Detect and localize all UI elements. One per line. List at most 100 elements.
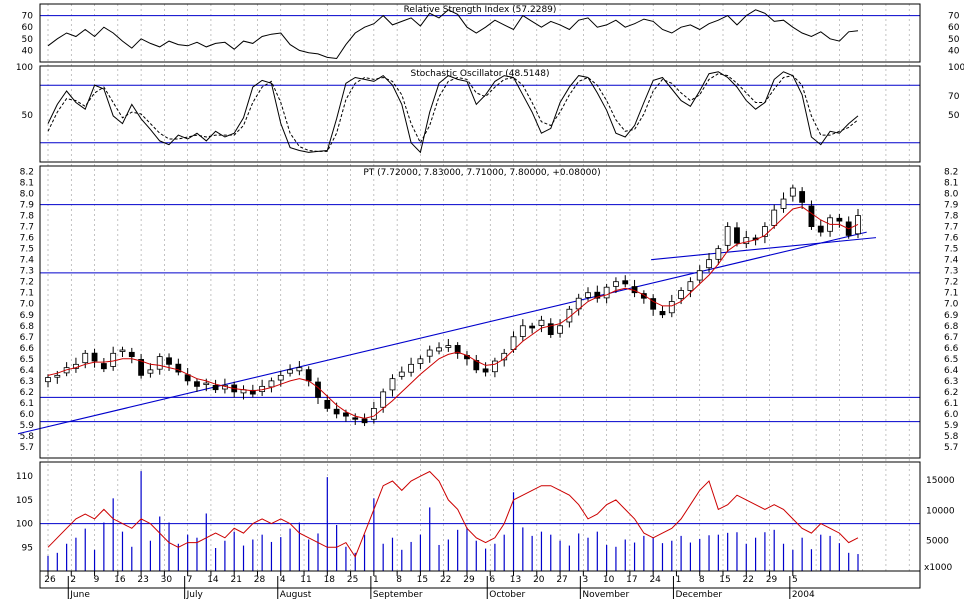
candle-body: [445, 345, 452, 348]
x-month-label: September: [373, 590, 423, 599]
candle-body: [296, 367, 303, 372]
volume-tick-label-left: 105: [16, 496, 33, 506]
price-tick-label-left: 7.7: [20, 223, 34, 233]
candle-body: [771, 209, 778, 226]
stochastic-d-line: [47, 73, 859, 152]
candle-body: [175, 363, 182, 373]
x-day-label: 11: [300, 575, 311, 585]
x-month-label: November: [582, 590, 629, 599]
x-day-label: 13: [510, 575, 521, 585]
candle-body: [426, 349, 433, 357]
stochastic-tick-label-right: 100: [948, 63, 964, 73]
price-tick-label-right: 6.1: [944, 399, 958, 409]
price-tick-label-right: 6.3: [944, 377, 958, 387]
x-month-label: July: [186, 590, 204, 599]
x-day-label: 28: [254, 575, 266, 585]
x-day-label: 27: [556, 575, 567, 585]
candle-body: [817, 225, 824, 233]
x-day-label: 18: [324, 575, 336, 585]
candle-body: [603, 286, 610, 299]
candle-body: [203, 382, 210, 385]
candle-body: [594, 291, 601, 299]
x-day-label: 8: [396, 575, 402, 585]
candle-body: [82, 352, 89, 364]
candle-body: [119, 349, 126, 352]
price-tick-label-right: 6.7: [944, 333, 958, 343]
candle-body: [398, 371, 405, 377]
trendline: [651, 237, 877, 261]
volume-tick-label-right: 10000: [926, 506, 955, 516]
candle-body: [333, 408, 340, 415]
price-tick-label-right: 7.7: [944, 223, 958, 233]
price-tick-label-left: 5.8: [20, 432, 35, 442]
stochastic-tick-label-right: 50: [948, 111, 960, 121]
moving-average-line: [47, 206, 859, 419]
candle-body: [287, 369, 293, 374]
candle-body: [761, 226, 768, 237]
candle-body: [305, 369, 312, 382]
price-panel: PT (7.72000, 7.83000, 7.71000, 7.80000, …: [17, 168, 959, 453]
volume-tick-label-left: 110: [16, 472, 33, 482]
x-month-label: December: [675, 590, 722, 599]
rsi-tick-label-left: 70: [22, 12, 34, 22]
candle-body: [408, 363, 415, 373]
candle-body: [557, 325, 563, 334]
candle-body: [91, 352, 98, 362]
x-day-label: 15: [417, 575, 428, 585]
candle-body: [389, 378, 396, 391]
x-day-label: 26: [44, 575, 56, 585]
candle-body: [585, 292, 591, 298]
price-tick-label-left: 6.5: [20, 355, 34, 365]
momentum-line: [47, 470, 859, 558]
price-tick-label-left: 6.4: [20, 366, 35, 376]
stochastic-tick-label-left: 50: [22, 111, 34, 121]
price-tick-label-left: 7.0: [20, 300, 35, 310]
stochastic-tick-label-right: 70: [948, 92, 960, 102]
x-day-label: 29: [766, 575, 778, 585]
x-day-label: 22: [743, 575, 754, 585]
candle-body: [678, 290, 685, 299]
x-day-label: 4: [280, 575, 286, 585]
x-day-label: 3: [582, 575, 588, 585]
candle-body: [138, 359, 145, 376]
price-tick-label-right: 7.0: [944, 300, 959, 310]
x-day-label: 1: [676, 575, 682, 585]
candle-body: [324, 399, 331, 409]
candle-body: [734, 227, 740, 244]
price-tick-label-right: 6.0: [944, 410, 959, 420]
x-month-label: August: [280, 590, 312, 599]
price-tick-label-left: 6.8: [20, 322, 35, 332]
price-tick-label-right: 5.9: [944, 421, 959, 431]
panel-frame-stoch: [39, 65, 921, 163]
stochastic-tick-label-left: 100: [16, 63, 33, 73]
price-tick-label-left: 6.3: [20, 377, 34, 387]
candle-body: [510, 336, 517, 350]
price-tick-label-right: 7.2: [944, 278, 958, 288]
price-tick-label-right: 8.1: [944, 179, 958, 189]
candle-body: [799, 191, 806, 203]
volume-tick-label-left: 95: [22, 543, 33, 553]
x-day-label: 23: [137, 575, 148, 585]
price-tick-label-left: 6.6: [20, 344, 35, 354]
candle-body: [380, 391, 387, 408]
price-tick-label-left: 7.4: [20, 256, 35, 266]
rsi-tick-label-right: 70: [948, 12, 960, 22]
price-tick-label-left: 6.9: [20, 311, 35, 321]
x-day-label: 6: [489, 575, 495, 585]
price-tick-label-left: 8.0: [20, 190, 35, 200]
candle-body: [212, 384, 219, 391]
candle-body: [491, 360, 498, 373]
x-day-label: 24: [649, 575, 661, 585]
price-tick-label-left: 7.2: [20, 278, 34, 288]
price-tick-label-right: 6.6: [944, 344, 959, 354]
x-day-label: 14: [207, 575, 219, 585]
candle-body: [650, 298, 657, 310]
panel-frame-rsi: [39, 3, 921, 63]
candle-body: [706, 259, 712, 269]
candle-body: [45, 377, 51, 383]
candle-body: [268, 380, 275, 388]
price-tick-label-right: 7.9: [944, 201, 959, 211]
rsi-line: [47, 9, 859, 60]
